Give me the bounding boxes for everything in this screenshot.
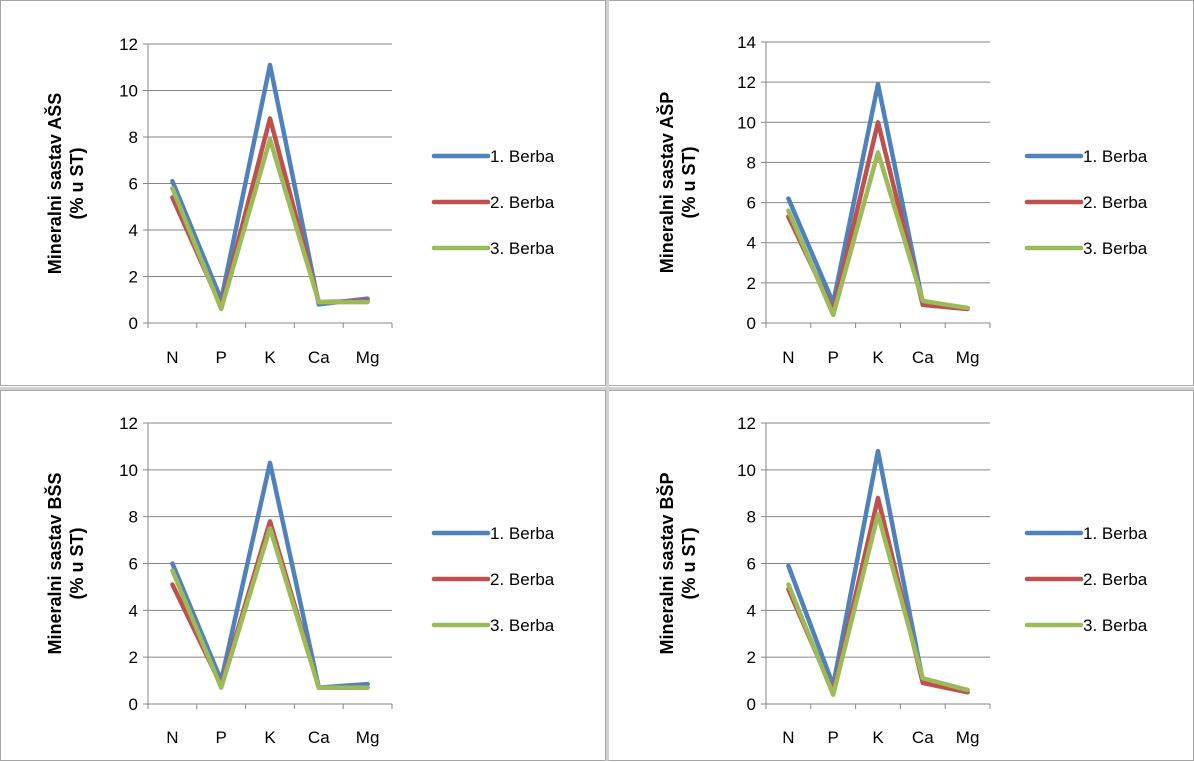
y-tick-label: 10 [737, 113, 756, 132]
y-tick-label: 2 [129, 268, 138, 287]
panel-divider-vertical [606, 0, 609, 761]
chart-panel-bsp: 0 2 4 6 8 10 12 N P K Ca Mg Mineralni sastav BŠP (% u… [608, 390, 1194, 761]
x-tick-label: Ca [912, 728, 934, 747]
y-tick-label: 6 [747, 194, 756, 213]
series-line-3 [170, 137, 370, 312]
series-line-1 [170, 460, 370, 690]
y-axis-label: Mineralni sastav AŠP [656, 92, 677, 273]
line-chart-3: 0 2 4 6 8 10 12 N P K Ca Mg Mineralni sastav BŠP (% u… [656, 414, 1148, 747]
series-line-2 [786, 495, 970, 695]
x-tick-label: Ca [912, 348, 934, 367]
line-chart-2: 0 2 4 6 8 10 12 N P K Ca Mg Mineralni sastav BŠS (% u… [44, 414, 555, 747]
x-tick-label: N [166, 728, 178, 747]
legend-label: 3. Berba [490, 239, 555, 258]
y-tick-label: 12 [737, 414, 756, 433]
y-tick-label: 4 [747, 234, 756, 253]
x-tick-label: P [216, 728, 227, 747]
x-tick-label: Mg [956, 728, 980, 747]
y-tick-label: 12 [119, 414, 138, 433]
y-tick-label: 2 [129, 648, 138, 667]
series-line-3 [786, 512, 970, 697]
y-tick-label: 0 [129, 695, 138, 714]
x-tick-label: Mg [356, 348, 380, 367]
x-tick-label: Mg [956, 348, 980, 367]
chart-panel-bss: 0 2 4 6 8 10 12 N P K Ca Mg Mineralni sastav BŠS (% u… [0, 390, 606, 761]
legend-label: 1. Berba [1083, 147, 1148, 166]
panel-divider-horizontal [0, 387, 1194, 390]
y-tick-label: 12 [737, 73, 756, 92]
legend-label: 1. Berba [490, 147, 555, 166]
y-tick-label: 4 [129, 221, 138, 240]
y-tick-label: 10 [737, 461, 756, 480]
legend-label: 1. Berba [1083, 524, 1148, 543]
x-tick-label: K [872, 728, 884, 747]
x-tick-label: K [264, 348, 276, 367]
y-tick-label: 8 [747, 508, 756, 527]
y-tick-label: 10 [119, 82, 138, 101]
y-tick-label: 6 [747, 555, 756, 574]
y-axis-label-unit: (% u ST) [67, 148, 87, 220]
series-line-2 [170, 519, 370, 690]
x-tick-label: P [828, 728, 839, 747]
y-tick-label: 12 [119, 35, 138, 54]
series-line-3 [170, 526, 370, 690]
line-chart-1: 0 2 4 6 8 10 12 14 N P K Ca Mg Mineralni sastav AŠP (%… [656, 33, 1148, 367]
x-tick-label: K [872, 348, 884, 367]
x-tick-label: N [166, 348, 178, 367]
y-tick-label: 4 [129, 601, 138, 620]
y-axis-label: Mineralni sastav BŠS [44, 472, 65, 654]
y-tick-label: 2 [747, 274, 756, 293]
y-axis-label-unit: (% u ST) [679, 147, 699, 219]
y-tick-label: 14 [737, 33, 756, 52]
chart-panel-ass: 0 2 4 6 8 10 12 N P K Ca Mg Mineralni sastav AŠS (% u… [0, 0, 606, 386]
series-line-3 [786, 150, 970, 318]
legend-label: 1. Berba [490, 524, 555, 543]
y-tick-label: 2 [747, 648, 756, 667]
x-tick-label: N [782, 728, 794, 747]
x-tick-label: P [216, 348, 227, 367]
y-tick-label: 0 [129, 314, 138, 333]
y-tick-label: 0 [747, 695, 756, 714]
legend-label: 2. Berba [1083, 570, 1148, 589]
legend-label: 2. Berba [1083, 193, 1148, 212]
y-axis-label: Mineralni sastav BŠP [656, 472, 677, 654]
legend-label: 3. Berba [490, 616, 555, 635]
y-tick-label: 0 [747, 314, 756, 333]
y-tick-label: 8 [129, 128, 138, 147]
x-tick-label: Ca [308, 348, 330, 367]
x-tick-label: N [782, 348, 794, 367]
chart-panel-asp: 0 2 4 6 8 10 12 14 N P K Ca Mg Mineralni sastav AŠP (%… [608, 0, 1194, 386]
legend-label: 2. Berba [490, 570, 555, 589]
y-axis-label-unit: (% u ST) [67, 528, 87, 600]
y-tick-label: 6 [129, 555, 138, 574]
y-axis-label-unit: (% u ST) [679, 528, 699, 600]
y-tick-label: 8 [129, 508, 138, 527]
y-axis-label: Mineralni sastav AŠS [44, 93, 65, 274]
legend-label: 3. Berba [1083, 616, 1148, 635]
legend-label: 3. Berba [1083, 239, 1148, 258]
y-tick-label: 10 [119, 461, 138, 480]
x-tick-label: K [264, 728, 276, 747]
y-tick-label: 4 [747, 601, 756, 620]
x-tick-label: Ca [308, 728, 330, 747]
y-tick-label: 8 [747, 153, 756, 172]
line-chart-0: 0 2 4 6 8 10 12 N P K Ca Mg Mineralni sastav AŠS (% u… [44, 35, 555, 367]
y-tick-label: 6 [129, 175, 138, 194]
x-tick-label: Mg [356, 728, 380, 747]
x-tick-label: P [828, 348, 839, 367]
legend-label: 2. Berba [490, 193, 555, 212]
